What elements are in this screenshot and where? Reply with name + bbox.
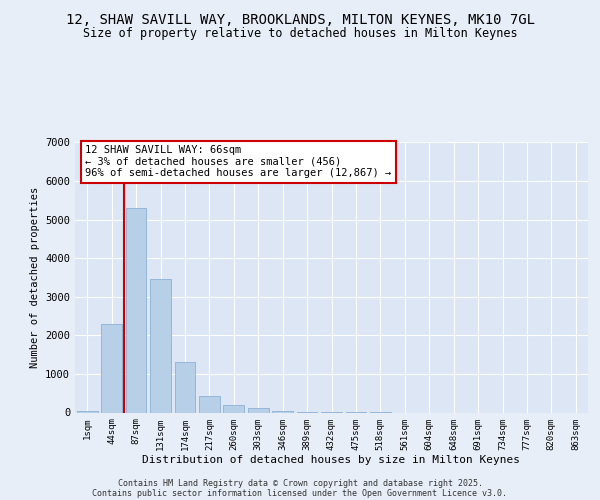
- Text: Contains HM Land Registry data © Crown copyright and database right 2025.: Contains HM Land Registry data © Crown c…: [118, 478, 482, 488]
- Text: 12, SHAW SAVILL WAY, BROOKLANDS, MILTON KEYNES, MK10 7GL: 12, SHAW SAVILL WAY, BROOKLANDS, MILTON …: [65, 12, 535, 26]
- Y-axis label: Number of detached properties: Number of detached properties: [29, 187, 40, 368]
- X-axis label: Distribution of detached houses by size in Milton Keynes: Distribution of detached houses by size …: [143, 455, 521, 465]
- Text: Size of property relative to detached houses in Milton Keynes: Size of property relative to detached ho…: [83, 28, 517, 40]
- Bar: [175, 362, 196, 412]
- Bar: [199, 396, 220, 412]
- Text: 12 SHAW SAVILL WAY: 66sqm
← 3% of detached houses are smaller (456)
96% of semi-: 12 SHAW SAVILL WAY: 66sqm ← 3% of detach…: [85, 145, 392, 178]
- Bar: [101, 324, 122, 412]
- Bar: [223, 405, 244, 412]
- Text: Contains public sector information licensed under the Open Government Licence v3: Contains public sector information licen…: [92, 488, 508, 498]
- Bar: [272, 410, 293, 412]
- Bar: [248, 408, 269, 412]
- Bar: [150, 280, 171, 412]
- Bar: [125, 208, 146, 412]
